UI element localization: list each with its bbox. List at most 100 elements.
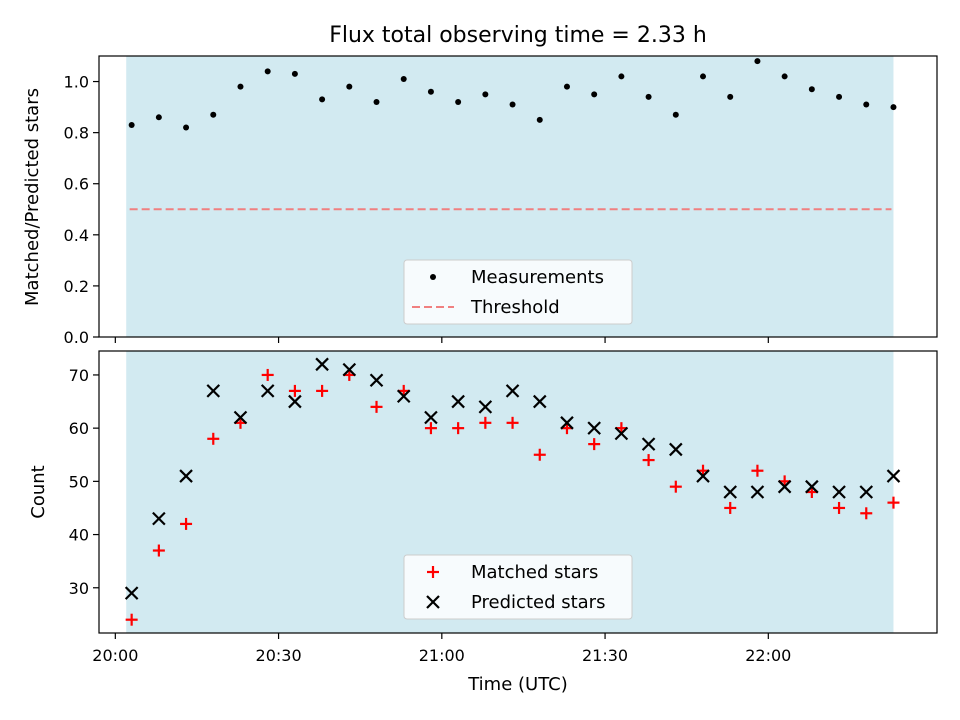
predicted-star-point (206, 384, 221, 398)
ratio-ytick-label: 0.6 (64, 175, 89, 194)
predicted-star-point (532, 394, 547, 409)
matched-star-point (288, 384, 301, 397)
count-panel: 30 40 50 60 70 20:00 20:30 21:00 21:30 22:00 Match… (69, 350, 938, 665)
predicted-star-point (859, 485, 874, 499)
measurement-point (455, 98, 462, 105)
predicted-star-point (805, 479, 819, 494)
measurement-point (863, 101, 870, 108)
measurement-point (890, 104, 897, 111)
measurement-point (155, 114, 162, 121)
measurement-point (183, 124, 190, 131)
matched-star-point (207, 432, 220, 445)
legend-predicted-swatch (426, 595, 440, 609)
legend-label: Measurements (471, 267, 604, 288)
count-xtick-label: 21:30 (582, 646, 628, 665)
measurement-point (373, 98, 380, 105)
matched-star-point (642, 454, 655, 467)
measurement-point (128, 121, 135, 128)
ratio-ytick-label: 0.4 (64, 226, 89, 245)
legend-box (403, 554, 633, 620)
predicted-star-point (750, 485, 765, 499)
measurement-point (319, 96, 326, 103)
count-xtick-label: 22:00 (745, 646, 791, 665)
measurement-point (700, 73, 707, 80)
measurement-point (754, 58, 761, 65)
matched-star-point (887, 496, 900, 509)
ratio-ytick-label: 0.2 (64, 277, 89, 296)
count-xtick-label: 21:00 (419, 646, 465, 665)
matched-star-point (751, 464, 764, 477)
legend-matched-swatch (427, 566, 439, 578)
measurement-point (781, 73, 788, 80)
legend-box (403, 259, 633, 325)
measurement-point (645, 93, 652, 100)
predicted-star-point (396, 389, 411, 404)
count-ytick-label: 40 (69, 526, 89, 545)
matched-star-point (180, 517, 193, 530)
measurement-point (563, 83, 570, 90)
ratio-ylabel: Matched/Predicted stars (22, 88, 43, 306)
time-xlabel: Time (UTC) (467, 674, 568, 695)
matched-star-point (860, 507, 873, 520)
matched-star-point (152, 544, 165, 557)
matched-star-point (479, 416, 492, 429)
count-legend: Matched stars Predicted stars (403, 554, 633, 620)
predicted-star-point (288, 394, 302, 409)
predicted-star-point (451, 394, 465, 409)
measurement-point (400, 75, 407, 82)
ratio-legend: Measurements Threshold (403, 259, 633, 325)
matched-star-point (833, 501, 846, 514)
measurement-point (727, 93, 734, 100)
count-ytick-label: 60 (69, 419, 89, 438)
predicted-star-point (614, 426, 629, 441)
predicted-star-point (777, 479, 792, 494)
measurement-point (427, 88, 434, 95)
count-xtick-label: 20:00 (92, 646, 138, 665)
predicted-star-point (505, 384, 520, 398)
matched-star-point (316, 384, 329, 397)
ratio-ytick-label: 0.0 (64, 328, 89, 347)
legend-measurement-swatch (430, 274, 436, 280)
count-xtick-label: 20:30 (256, 646, 302, 665)
measurement-point (808, 86, 815, 93)
predicted-star-point (723, 485, 737, 499)
measurement-point (591, 91, 598, 98)
legend-label: Threshold (470, 297, 560, 318)
measurement-point (482, 91, 489, 98)
matched-star-point (424, 422, 437, 435)
measurement-point (618, 73, 625, 80)
ratio-ytick-label: 0.8 (64, 124, 89, 143)
measurement-point (346, 83, 353, 90)
matched-star-point (506, 416, 519, 429)
predicted-star-point (315, 357, 329, 372)
ratio-ytick-label: 1.0 (64, 73, 89, 92)
matched-star-point (533, 448, 546, 461)
predicted-star-point (152, 511, 166, 526)
count-ylabel: Count (28, 465, 49, 518)
ratio-panel: 0.0 0.2 0.4 0.6 0.8 1.0 Measurements Threshold (64, 55, 938, 347)
predicted-star-point (587, 421, 601, 435)
predicted-star-point (560, 416, 574, 430)
predicted-star-point (886, 469, 901, 483)
predicted-star-point (669, 442, 683, 457)
measurement-point (536, 116, 543, 123)
matched-star-point (261, 368, 274, 381)
predicted-star-point (696, 469, 710, 483)
predicted-star-point (424, 410, 438, 425)
measurement-point (237, 83, 244, 90)
measurement-point (264, 68, 271, 75)
predicted-star-point (478, 400, 493, 414)
matched-star-point (125, 613, 138, 626)
predicted-star-point (641, 437, 656, 451)
predicted-star-point (369, 373, 384, 388)
legend-label: Matched stars (471, 562, 598, 583)
matched-star-point (588, 438, 601, 451)
predicted-star-point (342, 362, 357, 377)
predicted-star-point (124, 586, 139, 600)
measurement-point (291, 70, 298, 77)
predicted-star-point (233, 410, 248, 425)
measurement-point (836, 93, 843, 100)
measurement-point (672, 111, 679, 118)
predicted-star-point (179, 469, 193, 483)
